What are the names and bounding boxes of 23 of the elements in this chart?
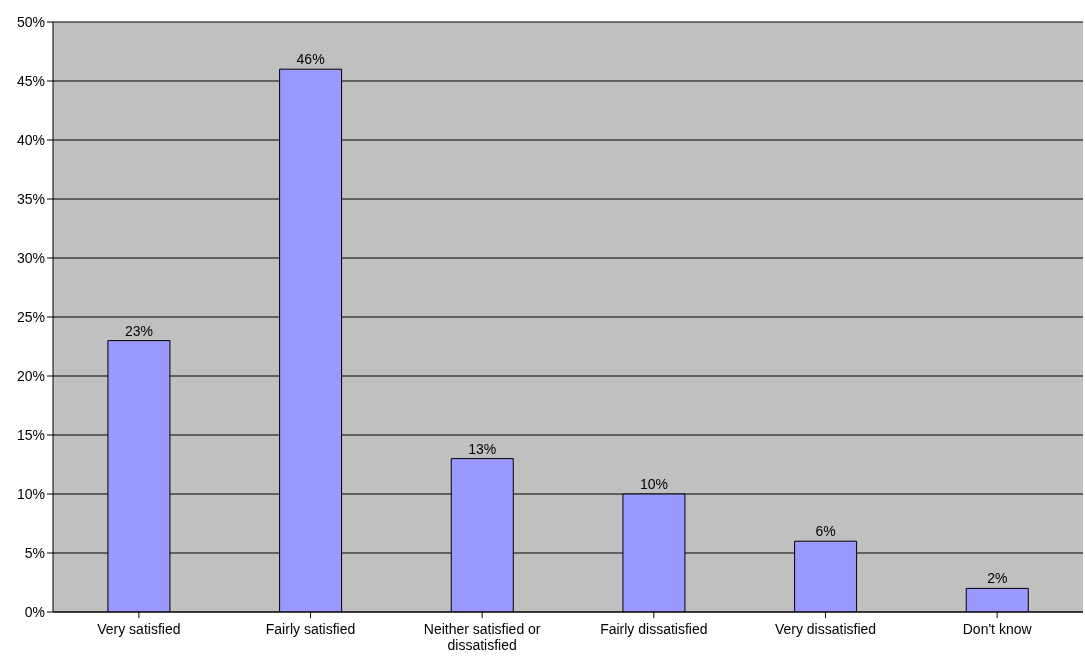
x-tick-label: Fairly satisfied	[265, 621, 356, 637]
y-tick-label: 15%	[16, 426, 45, 443]
x-tick-label: Fairly dissatisfied	[600, 621, 708, 637]
y-tick-label: 25%	[16, 308, 45, 325]
x-tick-label: Very satisfied	[97, 621, 181, 637]
data-label: 2%	[987, 570, 1008, 587]
data-label: 13%	[468, 440, 497, 457]
x-tick-label: Don't know	[962, 621, 1033, 637]
x-tick-label: Very dissatisfied	[774, 621, 877, 637]
y-tick-label: 30%	[16, 249, 45, 266]
y-tick-label: 40%	[16, 131, 45, 148]
data-label: 6%	[815, 523, 836, 540]
data-label: 10%	[639, 476, 668, 492]
y-tick-label: 35%	[16, 190, 45, 207]
y-tick-label: 20%	[16, 367, 45, 384]
y-tick-label: 10%	[16, 485, 45, 502]
data-label: 46%	[296, 51, 325, 68]
y-tick-label: 0%	[24, 603, 45, 620]
y-tick-label: 45%	[16, 72, 45, 89]
y-tick-label: 5%	[24, 544, 45, 561]
data-label: 23%	[124, 322, 153, 339]
y-tick-label: 50%	[16, 13, 45, 30]
x-tick-label: Neither satisfied or dissatisfied	[423, 621, 541, 653]
